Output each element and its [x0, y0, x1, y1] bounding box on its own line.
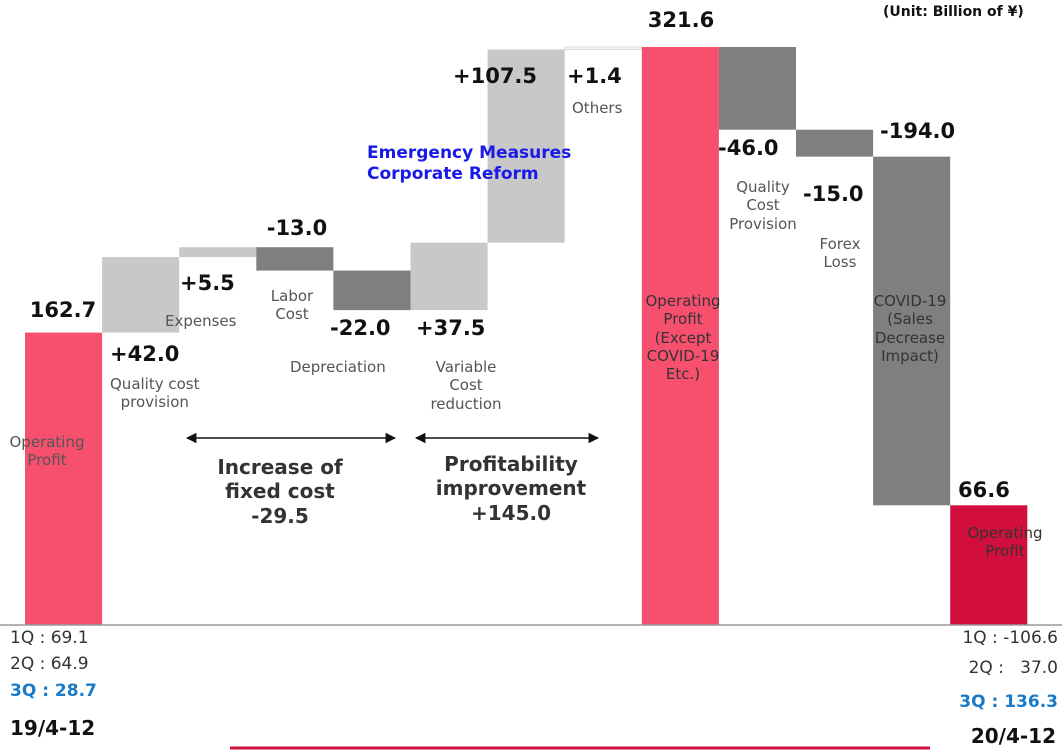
category-label: COVID-19 (Sales Decrease Impact)	[873, 292, 947, 365]
category-label: Others	[572, 99, 623, 117]
value-label: 321.6	[647, 8, 715, 32]
category-label: Operating Profit	[967, 524, 1043, 561]
total-bar	[25, 332, 103, 625]
quarter-note: 1Q : -106.6	[962, 628, 1058, 648]
annotation: Emergency Measures Corporate Reform	[367, 143, 572, 184]
category-label: Expenses	[165, 312, 237, 330]
quarter-note: 3Q : 136.3	[959, 692, 1058, 712]
delta-bar	[102, 257, 180, 333]
delta-bar	[718, 47, 796, 130]
delta-bar	[333, 270, 411, 311]
delta-bar	[410, 242, 488, 311]
delta-bar	[564, 46, 643, 51]
quarter-note: 1Q : 69.1	[10, 628, 89, 648]
value-label: -46.0	[718, 136, 779, 160]
delta-bar	[179, 247, 257, 258]
total-bar	[950, 505, 1028, 625]
category-label: Variable Cost reduction	[430, 358, 502, 413]
total-bar	[641, 47, 719, 625]
category-label: Operating Profit (Except COVID-19 Etc.)	[645, 292, 721, 384]
period: 19/4-12	[10, 716, 96, 740]
category-label: Labor Cost	[270, 287, 314, 324]
annotation: Profitability improvement +145.0	[435, 452, 587, 525]
category-label: Quality cost provision	[110, 375, 200, 412]
annotation: Increase of fixed cost -29.5	[217, 455, 343, 528]
value-label: -13.0	[266, 216, 328, 240]
delta-bar	[796, 129, 874, 157]
quarter-note: 2Q : 37.0	[968, 658, 1058, 678]
quarter-note: 3Q : 28.7	[10, 681, 97, 701]
value-label: +107.5	[453, 64, 538, 88]
category-label: Forex Loss	[819, 235, 861, 272]
value-label: +42.0	[110, 342, 180, 366]
value-label: -15.0	[803, 182, 864, 206]
unit-note: (Unit: Billion of ¥)	[883, 4, 1024, 20]
value-label: -194.0	[880, 119, 956, 143]
value-label: -22.0	[330, 316, 391, 340]
category-label: Operating Profit	[9, 433, 85, 470]
category-label: Depreciation	[290, 358, 386, 376]
delta-bar	[256, 247, 334, 271]
quarter-note: 2Q : 64.9	[10, 654, 89, 674]
delta-bar	[873, 156, 951, 506]
category-label: Quality Cost Provision	[729, 178, 797, 233]
value-label: 162.7	[29, 298, 97, 322]
value-label: 66.6	[958, 478, 1010, 502]
value-label: +1.4	[567, 64, 622, 88]
bars	[25, 46, 1028, 625]
period: 20/4-12	[970, 724, 1056, 748]
value-label: +37.5	[416, 316, 486, 340]
value-label: +5.5	[180, 271, 235, 295]
delta-bar	[487, 49, 565, 243]
